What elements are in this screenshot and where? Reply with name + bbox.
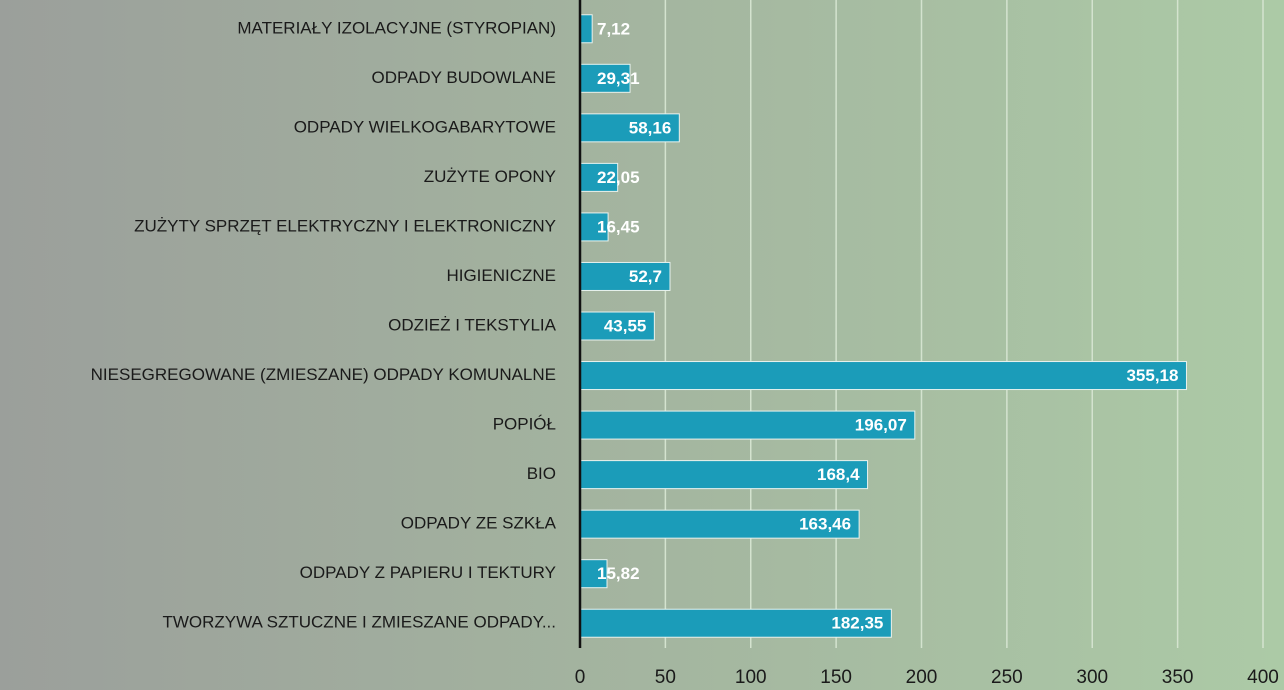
value-label: 7,12 [597, 19, 630, 38]
x-tick-label: 300 [1076, 667, 1108, 688]
x-tick-label: 150 [820, 667, 852, 688]
x-tick-label: 350 [1162, 667, 1194, 688]
x-tick-label: 100 [735, 667, 767, 688]
bar [579, 162, 619, 192]
value-label: 52,7 [629, 267, 662, 286]
y-tick-label: ODPADY Z PAPIERU I TEKTURY [300, 563, 556, 582]
bar [579, 261, 671, 291]
y-tick-label: NIESEGREGOWANE (ZMIESZANE) ODPADY KOMUNA… [91, 365, 556, 384]
y-tick-label: POPIÓŁ [493, 415, 556, 434]
y-tick-label: ODZIEŻ I TEKSTYLIA [388, 315, 556, 334]
value-label: 29,31 [597, 69, 640, 88]
y-tick-label: ODPADY WIELKOGABARYTOWE [294, 117, 556, 136]
value-label: 15,82 [597, 564, 640, 583]
bar [579, 410, 916, 440]
bar [579, 63, 631, 93]
y-tick-label: HIGIENICZNE [446, 266, 556, 285]
x-tick-label: 50 [655, 667, 676, 688]
x-tick-label: 400 [1247, 667, 1279, 688]
y-tick-label: ODPADY ZE SZKŁA [401, 514, 557, 533]
x-tick-label: 200 [906, 667, 938, 688]
value-label: 182,35 [831, 614, 883, 633]
value-label: 355,18 [1126, 366, 1178, 385]
value-label: 16,45 [597, 217, 640, 236]
value-label: 196,07 [855, 416, 907, 435]
y-tick-label: ZUŻYTY SPRZĘT ELEKTRYCZNY I ELEKTRONICZN… [134, 216, 556, 235]
y-tick-label: MATERIAŁY IZOLACYJNE (STYROPIAN) [237, 18, 556, 37]
bar [579, 559, 608, 589]
bar [579, 212, 609, 242]
value-label: 43,55 [604, 316, 647, 335]
x-tick-label: 0 [575, 667, 586, 688]
x-tick-label: 250 [991, 667, 1023, 688]
bar [579, 608, 892, 638]
bar [579, 460, 869, 490]
value-label: 163,46 [799, 515, 851, 534]
y-tick-label: BIO [527, 464, 556, 483]
value-label: 168,4 [817, 465, 860, 484]
y-tick-label: TWORZYWA SZTUCZNE I ZMIESZANE ODPADY... [162, 613, 556, 632]
bar [579, 311, 655, 341]
value-label: 22,05 [597, 168, 640, 187]
y-tick-label: ODPADY BUDOWLANE [371, 68, 556, 87]
y-tick-label: ZUŻYTE OPONY [424, 167, 556, 186]
bar [579, 14, 593, 44]
value-label: 58,16 [629, 118, 672, 137]
bar [579, 361, 1187, 391]
